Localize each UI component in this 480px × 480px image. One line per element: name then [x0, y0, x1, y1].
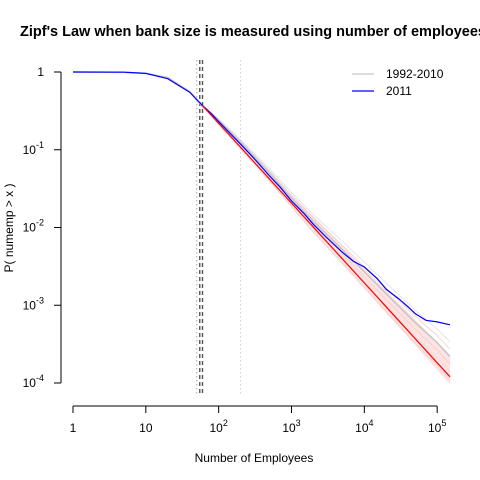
chart-title: Zipf's Law when bank size is measured us…	[20, 24, 480, 40]
series-line-1992-2010	[72, 71, 451, 357]
axes: 1 10 102 103 104 105 1 10-1 10-2 10-3 10-4	[23, 65, 447, 435]
historical-line	[72, 71, 451, 381]
historical-lines	[72, 71, 451, 381]
tick-label-y-0.001: 10-3	[23, 295, 44, 312]
tick-label-x-1000: 103	[282, 418, 300, 435]
legend-label: 1992-2010	[386, 67, 444, 81]
series-line-2011	[72, 71, 451, 326]
tick-label-x-100: 102	[209, 418, 227, 435]
fit-line	[202, 105, 451, 378]
tick-label-x-100000: 105	[428, 418, 446, 435]
tick-label-y-0.1: 10-1	[23, 140, 44, 157]
legend-label: 2011	[386, 84, 412, 98]
legend: 1992-2010 2011	[352, 67, 444, 98]
tick-label-y-0.0001: 10-4	[23, 373, 44, 390]
tick-label-x-1: 1	[70, 421, 77, 435]
x-axis-label: Number of Employees	[195, 451, 314, 465]
historical-line	[72, 71, 451, 373]
y-axis-label: P( numemp > x )	[2, 183, 16, 272]
tick-label-y-0.01: 10-2	[23, 218, 44, 235]
tick-label-x-10000: 104	[355, 418, 373, 435]
tick-label-x-10: 10	[139, 421, 153, 435]
series-lines	[72, 71, 451, 378]
threshold-lines	[196, 60, 242, 395]
tick-label-y-1: 1	[37, 65, 44, 79]
